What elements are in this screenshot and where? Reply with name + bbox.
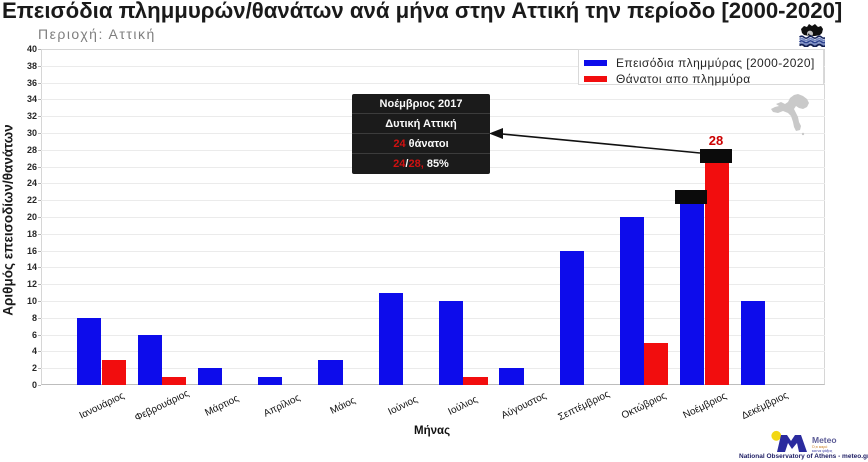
svg-text:και να ψάξεις: και να ψάξεις [812,449,833,453]
svg-text:Meteo: Meteo [812,435,837,445]
svg-text:Ό,τι καιρό: Ό,τι καιρό [811,445,827,449]
